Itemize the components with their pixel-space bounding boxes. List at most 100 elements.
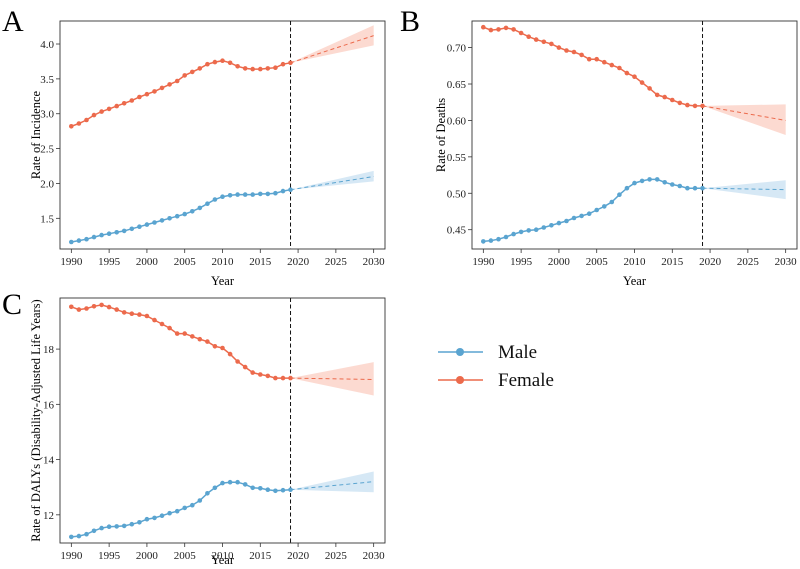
point-female-2014 xyxy=(250,66,255,72)
point-female-1997 xyxy=(121,310,127,315)
x-tick-label: 2015 xyxy=(249,256,272,268)
point-female-1999 xyxy=(549,41,554,47)
y-tick-label: 0.45 xyxy=(447,225,467,237)
point-male-2011 xyxy=(227,193,233,198)
point-female-2002 xyxy=(159,321,165,327)
point-male-2012 xyxy=(647,177,652,182)
point-female-2015 xyxy=(258,372,263,377)
y-tick-label: 0.70 xyxy=(447,43,467,55)
point-male-2001 xyxy=(564,218,569,224)
forecast-band-male xyxy=(702,180,786,200)
point-female-2010 xyxy=(220,58,225,63)
point-female-2016 xyxy=(265,373,271,379)
point-female-2019 xyxy=(288,375,293,381)
point-female-2001 xyxy=(564,48,569,53)
point-male-2018 xyxy=(692,185,698,191)
point-female-2017 xyxy=(273,375,278,381)
point-male-1995 xyxy=(518,229,524,235)
point-male-2007 xyxy=(609,199,615,205)
point-male-2018 xyxy=(280,487,286,493)
x-tick-label: 2025 xyxy=(737,256,760,268)
x-tick-label: 2015 xyxy=(249,550,272,562)
x-axis-label: Year xyxy=(211,274,235,288)
y-tick-label: 3.5 xyxy=(40,74,54,86)
y-axis-label: Rate of Deaths xyxy=(434,98,448,172)
x-tick-label: 2005 xyxy=(174,256,197,268)
point-female-1999 xyxy=(137,312,142,317)
x-tick-label: 2030 xyxy=(775,256,798,268)
x-tick-label: 2005 xyxy=(174,550,197,562)
point-female-2007 xyxy=(197,66,203,71)
point-male-2017 xyxy=(685,185,690,191)
point-male-1998 xyxy=(541,225,547,230)
x-tick-label: 2025 xyxy=(325,550,348,562)
point-male-2016 xyxy=(677,183,683,189)
point-male-2007 xyxy=(197,498,203,503)
point-male-2002 xyxy=(159,218,165,223)
point-female-1995 xyxy=(518,30,524,36)
forecast-line-female xyxy=(290,35,374,64)
point-female-2004 xyxy=(174,78,180,84)
y-tick-label: 1.5 xyxy=(40,213,54,225)
point-male-2012 xyxy=(235,192,240,197)
point-female-1991 xyxy=(76,121,82,126)
point-male-2002 xyxy=(159,513,165,518)
point-male-2004 xyxy=(174,508,180,514)
x-tick-label: 1990 xyxy=(60,256,83,268)
point-female-1994 xyxy=(99,302,104,308)
point-male-2014 xyxy=(662,180,667,185)
point-female-1992 xyxy=(84,306,89,311)
x-tick-label: 1990 xyxy=(472,256,495,268)
point-male-1992 xyxy=(84,236,89,242)
point-female-1993 xyxy=(91,304,97,309)
point-male-2010 xyxy=(220,194,225,199)
series-line-male xyxy=(483,178,703,243)
point-male-2019 xyxy=(288,487,293,493)
point-female-2006 xyxy=(602,59,607,65)
point-female-2013 xyxy=(654,92,660,98)
point-male-1991 xyxy=(76,238,82,243)
point-male-2008 xyxy=(205,201,210,206)
y-tick-label: 16 xyxy=(43,399,55,411)
point-female-2014 xyxy=(662,94,667,100)
x-tick-label: 2010 xyxy=(212,256,235,268)
x-tick-label: 2030 xyxy=(363,550,386,562)
point-female-2005 xyxy=(182,73,187,78)
point-female-2018 xyxy=(280,61,286,67)
point-female-2016 xyxy=(265,66,271,71)
point-male-2006 xyxy=(190,209,195,214)
point-male-2004 xyxy=(586,211,592,216)
point-male-2019 xyxy=(288,187,293,192)
point-male-1994 xyxy=(99,232,104,238)
x-tick-label: 2025 xyxy=(325,256,348,268)
point-male-2005 xyxy=(182,211,187,217)
point-female-2012 xyxy=(235,64,240,69)
point-male-2008 xyxy=(205,491,210,496)
point-male-2006 xyxy=(602,204,607,209)
point-female-2012 xyxy=(647,86,652,91)
y-tick-label: 2.0 xyxy=(40,178,54,190)
x-tick-label: 1995 xyxy=(510,256,533,268)
point-male-2009 xyxy=(212,485,218,491)
legend-marker-male xyxy=(456,348,464,356)
panel-letter: A xyxy=(2,5,24,38)
point-female-2000 xyxy=(144,91,150,97)
point-female-1998 xyxy=(129,311,135,317)
point-male-2003 xyxy=(167,510,172,516)
point-female-2001 xyxy=(152,89,157,94)
point-male-1995 xyxy=(106,524,112,529)
legend-item-female: Female xyxy=(438,370,554,391)
point-male-1996 xyxy=(114,230,119,235)
point-male-2008 xyxy=(617,192,622,197)
point-male-1994 xyxy=(511,231,516,237)
point-male-2000 xyxy=(144,222,150,227)
point-female-2007 xyxy=(197,336,203,342)
point-male-2015 xyxy=(670,182,675,187)
point-female-2017 xyxy=(273,65,278,70)
point-female-2006 xyxy=(190,69,195,75)
point-female-2018 xyxy=(280,375,286,381)
point-male-1999 xyxy=(549,223,554,228)
point-female-1993 xyxy=(91,112,97,118)
point-male-2013 xyxy=(242,482,248,487)
point-female-2002 xyxy=(159,85,165,91)
